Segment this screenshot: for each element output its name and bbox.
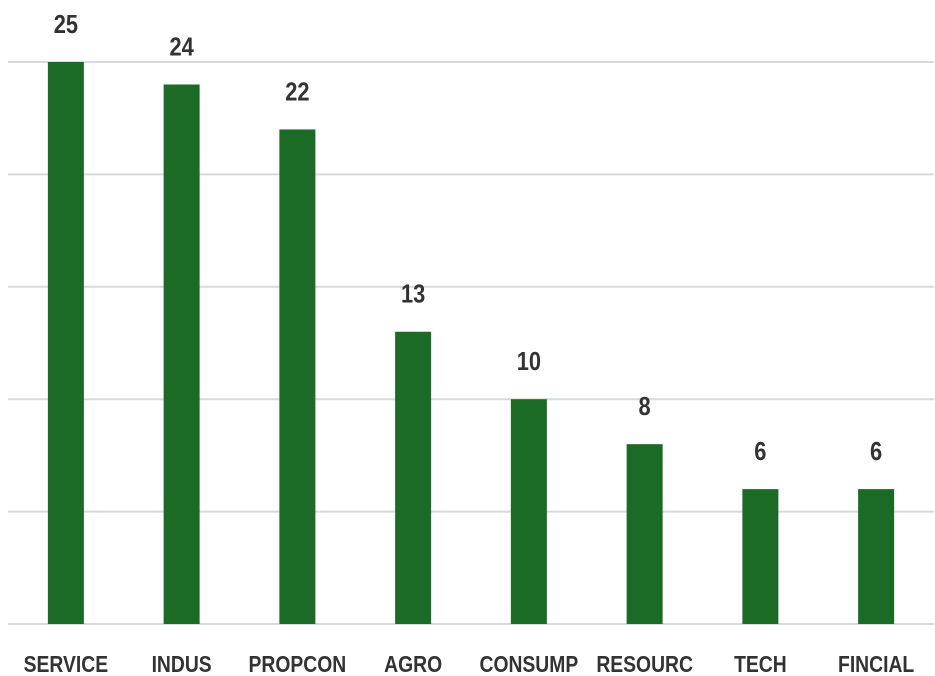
x-tick-label: RESOURC xyxy=(596,651,693,676)
bar xyxy=(626,444,663,624)
x-tick-label: CONSUMP xyxy=(479,651,578,676)
x-tick-label: AGRO xyxy=(384,651,442,676)
data-label: 22 xyxy=(285,76,309,106)
data-label: 25 xyxy=(54,9,78,39)
bar xyxy=(47,62,84,624)
data-label: 8 xyxy=(639,391,651,421)
data-label: 24 xyxy=(169,31,194,61)
x-tick-label: FINCIAL xyxy=(838,651,914,676)
x-tick-label: PROPCON xyxy=(249,651,347,676)
x-tick-label: INDUS xyxy=(152,651,212,676)
bar xyxy=(395,331,432,624)
bar xyxy=(163,84,200,625)
bar xyxy=(742,489,779,624)
data-label: 6 xyxy=(754,436,766,466)
x-tick-label: SERVICE xyxy=(24,651,108,676)
data-label: 6 xyxy=(870,436,882,466)
data-label: 10 xyxy=(517,346,541,376)
x-tick-label: TECH xyxy=(734,651,787,676)
data-label: 13 xyxy=(401,279,425,309)
bar xyxy=(510,399,547,624)
bar xyxy=(279,129,316,624)
bar xyxy=(858,489,895,624)
